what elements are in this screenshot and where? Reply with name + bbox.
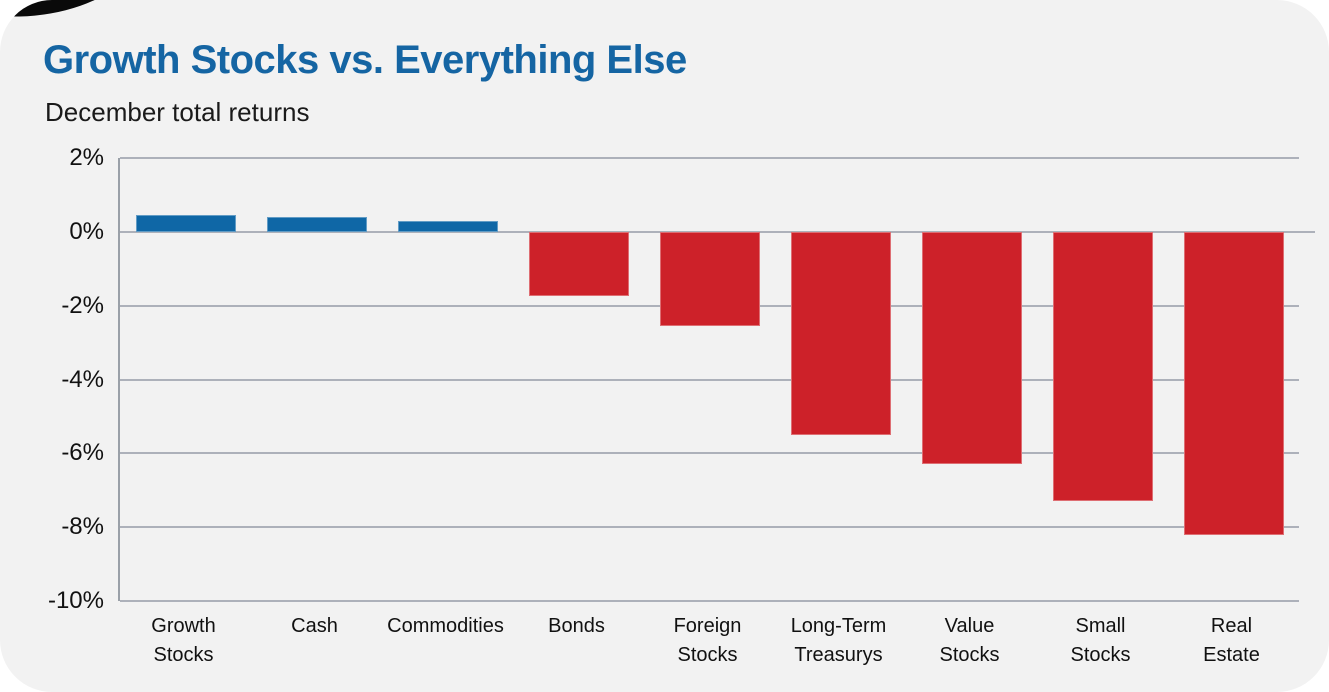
gridline-2 [120,157,1299,159]
x-label-bonds: Bonds [548,615,605,637]
chart-title: Growth Stocks vs. Everything Else [43,38,687,82]
x-label-real-estate: Real Estate [1203,615,1260,666]
gridline--4 [120,378,1299,381]
x-label-foreign-stocks: Foreign Stocks [673,615,742,666]
y-axis-tick-labels: 2% 0% -2% -4% -6% -8% -10% [0,144,104,614]
plot-area [118,157,1315,602]
x-label-value-stocks: Value Stocks [939,615,1000,666]
y-tick-label-0: 0% [69,217,104,245]
bar-small-stocks [1052,231,1153,502]
y-tick-label-2: 2% [69,144,104,171]
bar-long-term-treasurys [790,231,891,435]
bar-growth-stocks [135,215,236,232]
gridline--8 [120,526,1299,529]
corner-accent [0,0,130,28]
bar-value-stocks [921,231,1022,465]
bar-foreign-stocks [659,231,760,326]
x-label-cash: Cash [291,615,338,637]
x-label-long-term-treasurys: Long-Term Treasurys [790,615,887,666]
y-tick-label--4: -4% [61,365,104,393]
gridline--10 [120,600,1299,602]
x-axis-category-labels: Growth Stocks Cash Commodities Bonds Foreign… [118,612,1297,682]
bar-bonds [528,231,629,297]
chart-subtitle: December total returns [45,97,310,127]
x-label-growth-stocks: Growth Stocks [151,615,216,666]
y-tick-label--10: -10% [47,587,104,614]
x-label-small-stocks: Small Stocks [1070,615,1131,666]
bar-real-estate [1183,231,1284,535]
x-label-commodities: Commodities [387,615,504,637]
gridline--6 [120,452,1299,455]
y-tick-label--8: -8% [61,513,104,541]
bar-cash [266,217,367,232]
y-tick-label--2: -2% [61,291,104,319]
y-tick-label--6: -6% [61,439,104,467]
bar-commodities [397,220,498,232]
